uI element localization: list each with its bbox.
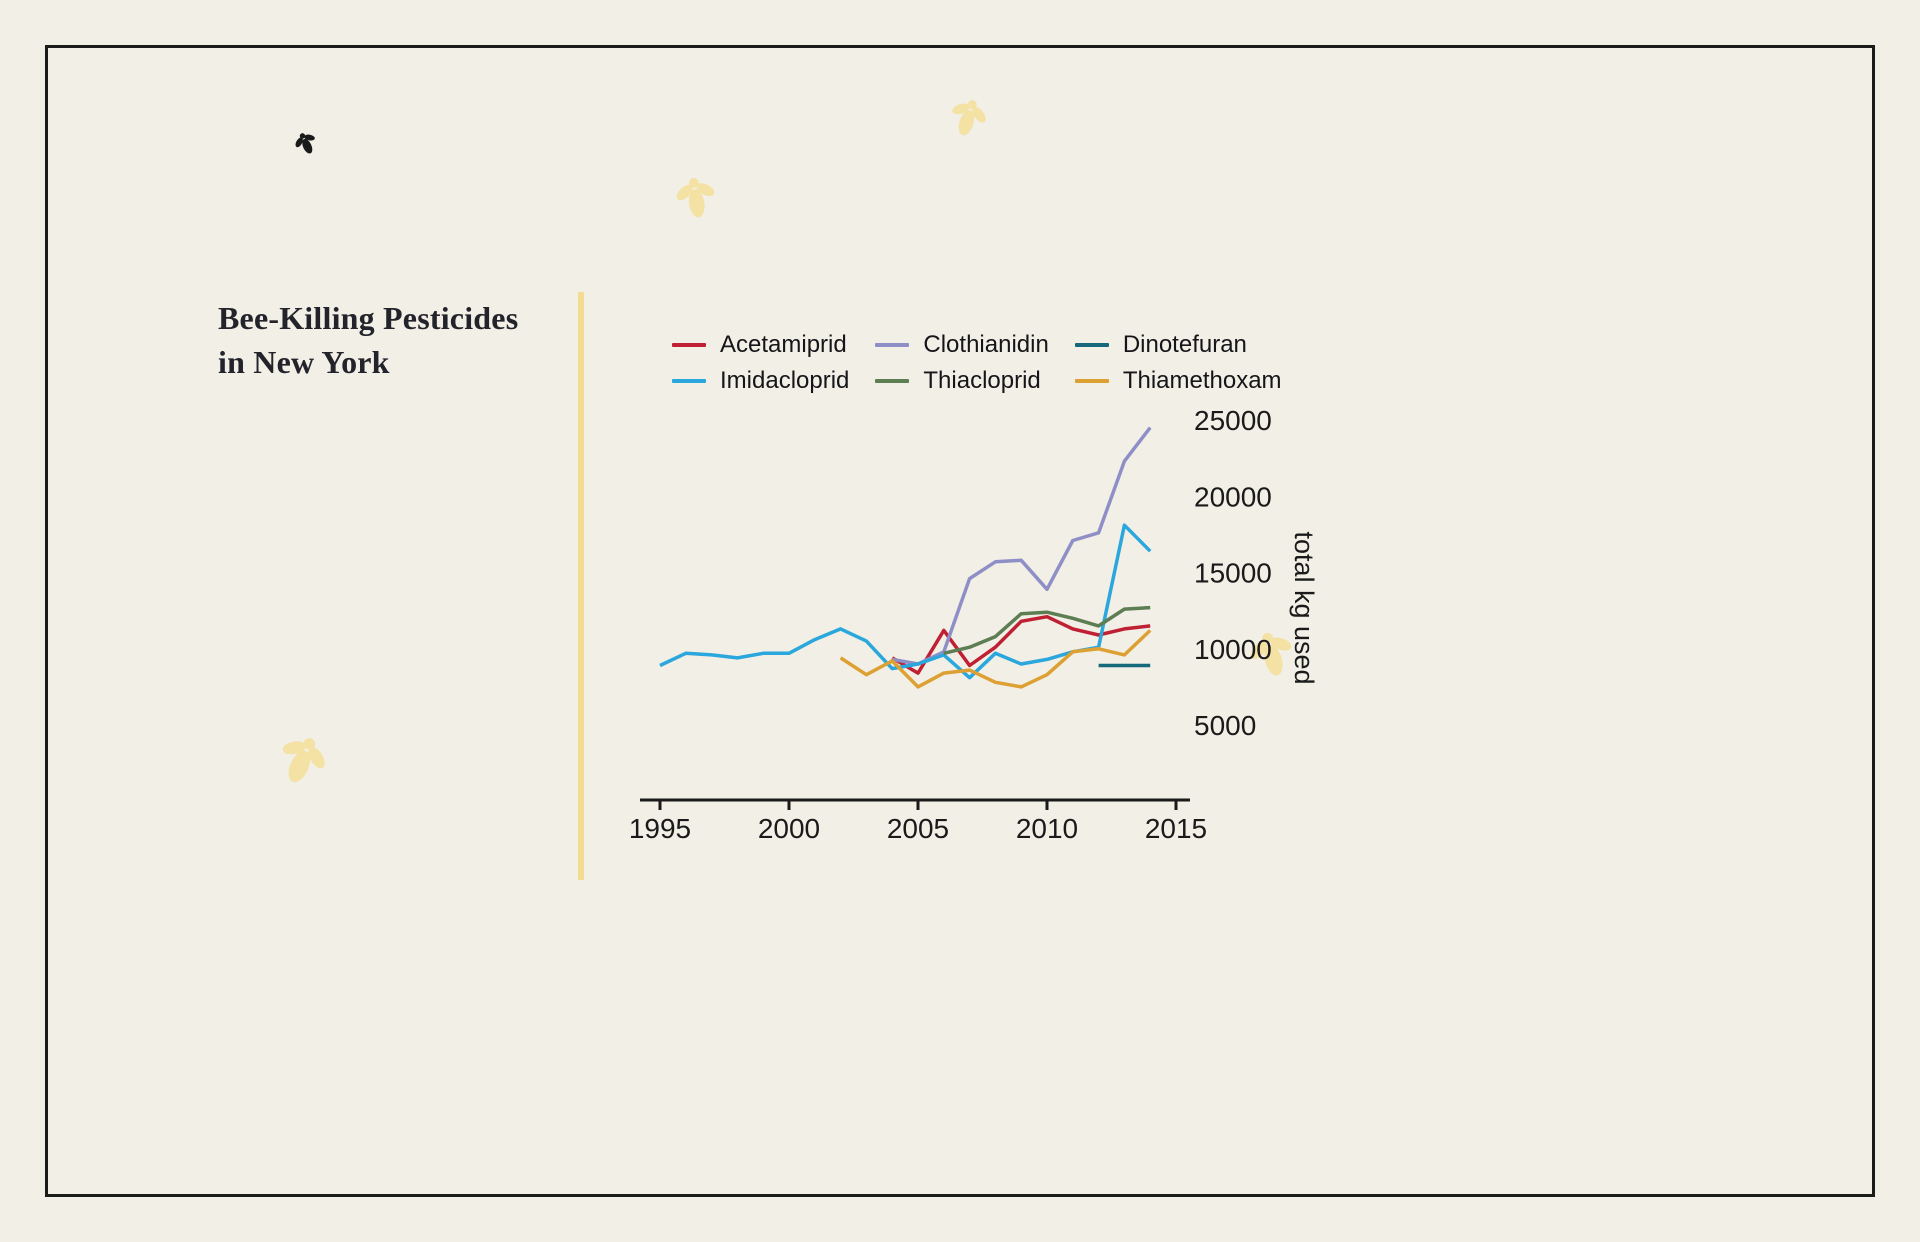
y-tick-label: 10000	[1194, 634, 1272, 665]
legend-swatch-icon	[672, 378, 706, 383]
series-line-thiacloprid	[943, 605, 1151, 656]
series-line-thiamethoxam	[839, 629, 1152, 689]
x-tick-label: 2010	[1016, 813, 1078, 844]
x-tick-label: 2015	[1145, 813, 1207, 844]
x-tick-label: 2000	[758, 813, 820, 844]
legend-item-imidacloprid: Imidacloprid	[672, 367, 849, 394]
x-tick-label: 1995	[629, 813, 691, 844]
legend-swatch-icon	[1074, 342, 1109, 347]
legend-item-dinotefuran: Dinotefuran	[1074, 330, 1282, 358]
chart-title: Bee-Killing Pesticides in New York	[218, 296, 518, 384]
legend-label: Clothianidin	[923, 330, 1049, 358]
legend-item-acetamiprid: Acetamiprid	[672, 331, 849, 358]
series-line-imidacloprid	[659, 523, 1152, 680]
x-tick-label: 2005	[887, 813, 949, 844]
chart-title-line1: Bee-Killing Pesticides	[218, 300, 519, 336]
bee-icon	[671, 175, 720, 221]
y-tick-label: 25000	[1194, 405, 1272, 436]
legend-swatch-icon	[672, 342, 706, 347]
series-line-acetamiprid	[891, 614, 1151, 675]
chart-title-line2: in New York	[218, 344, 390, 380]
y-tick-label: 15000	[1194, 558, 1272, 589]
legend-swatch-icon	[875, 342, 910, 347]
title-divider-rule	[578, 292, 584, 880]
y-tick-label: 20000	[1194, 481, 1272, 512]
legend-item-thiacloprid: Thiacloprid	[875, 367, 1048, 394]
series-line-clothianidin	[891, 426, 1152, 666]
line-chart: 1995 2000 2005 2010 2015 5000 10000 15000 20000 2…	[629, 405, 1319, 844]
legend-item-thiamethoxam: Thiamethoxam	[1074, 366, 1282, 394]
legend-item-clothianidin: Clothianidin	[875, 330, 1049, 358]
legend-label: Dinotefuran	[1122, 330, 1247, 358]
chart-legend: Acetamiprid Clothianidin Dinotefuran Imidac…	[672, 331, 1282, 394]
y-tick-label: 5000	[1194, 710, 1256, 741]
legend-label: Imidacloprid	[720, 366, 850, 394]
legend-label: Thiacloprid	[923, 366, 1041, 394]
y-axis-title: total kg used	[1289, 531, 1319, 684]
legend-label: Thiamethoxam	[1122, 366, 1282, 394]
legend-label: Acetamiprid	[720, 330, 847, 358]
poster-frame-border	[45, 45, 1875, 1197]
legend-swatch-icon	[875, 378, 910, 383]
legend-swatch-icon	[1074, 378, 1109, 383]
